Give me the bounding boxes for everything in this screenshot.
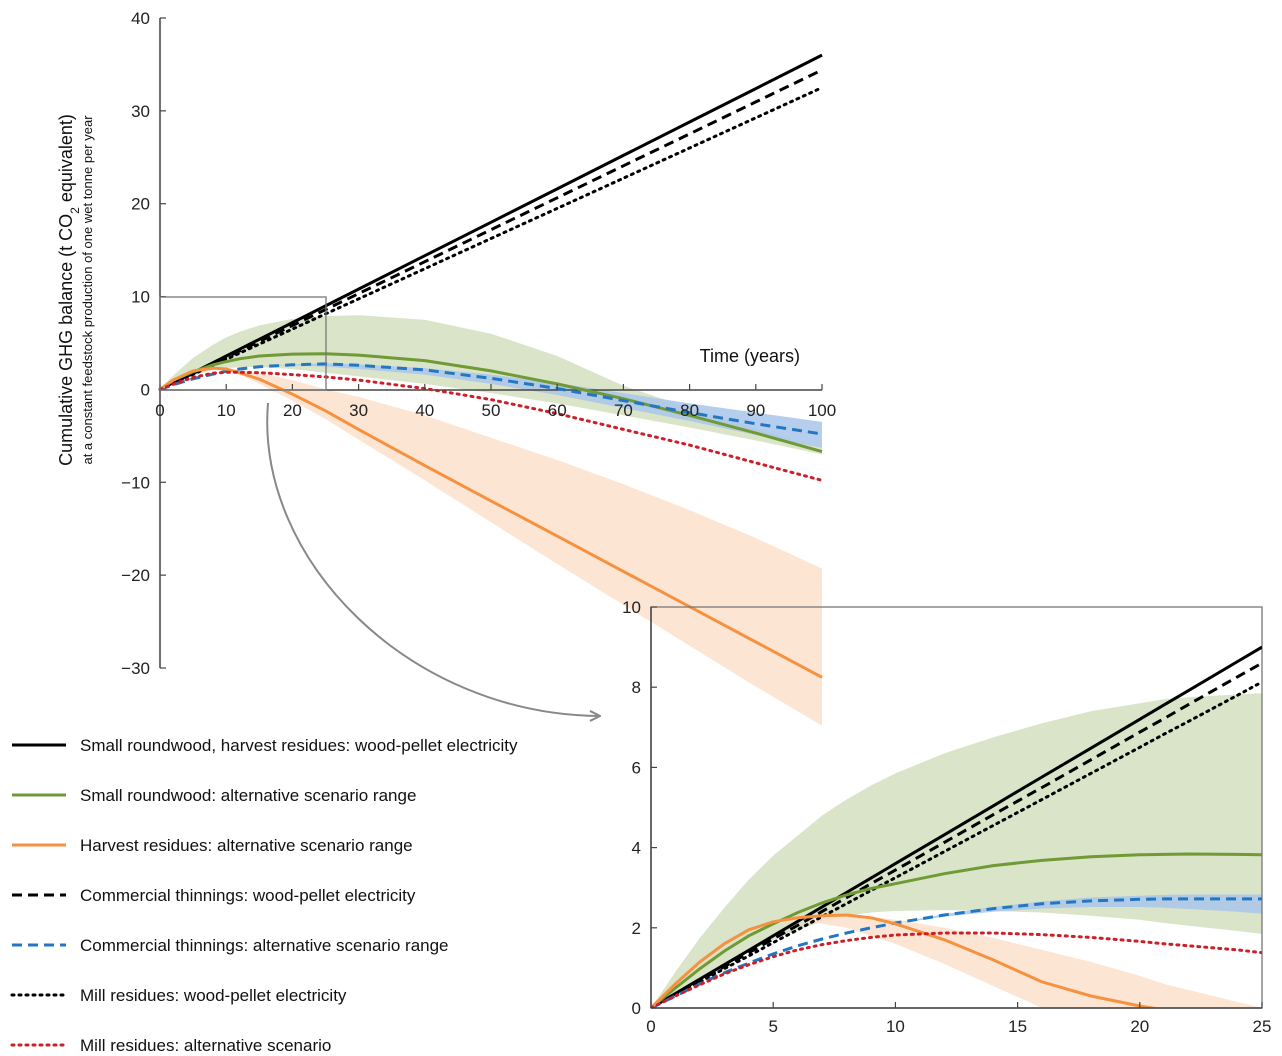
y-tick-label: 0	[141, 380, 150, 399]
series-commercial-thinnings-wood-pellet-electricity	[651, 661, 1262, 1008]
series-small-roundwood-harvest-residues-wood-pellet-electricity	[651, 645, 1262, 1008]
x-tick-label: 15	[1008, 1017, 1027, 1036]
y-tick-label: −10	[121, 473, 150, 492]
y-tick-label: 40	[131, 9, 150, 28]
x-tick-label: 70	[614, 401, 633, 420]
legend-label: Mill residues: wood-pellet electricity	[80, 986, 347, 1005]
y-tick-label: 6	[632, 758, 641, 777]
series-harvest-residues-alternative-scenario-range	[159, 366, 823, 679]
y-tick-label: −30	[121, 659, 150, 678]
inset-series-lines	[651, 645, 1262, 1008]
legend-item-small-roundwood-harvest-residues-wood-pellet-electricity: Small roundwood, harvest residues: wood-…	[12, 736, 518, 755]
x-tick-label: 40	[415, 401, 434, 420]
legend-label: Small roundwood: alternative scenario ra…	[80, 786, 416, 805]
y-tick-label: 2	[632, 919, 641, 938]
band-harvest-residues-alternative-scenario-range	[651, 914, 1262, 1008]
legend-label: Commercial thinnings: wood-pellet electr…	[80, 886, 416, 905]
legend-label: Mill residues: alternative scenario	[80, 1036, 331, 1055]
band-commercial-thinnings-alternative-scenario-range	[651, 894, 1262, 1008]
y-axis-label-group: Cumulative GHG balance (t CO2 equivalent…	[56, 114, 95, 466]
band-commercial-thinnings-alternative-scenario-range	[160, 363, 822, 448]
y-tick-label: 10	[131, 288, 150, 307]
inset-uncertainty-bands	[651, 693, 1262, 1008]
x-tick-label: 5	[768, 1017, 777, 1036]
legend: Small roundwood, harvest residues: wood-…	[10, 736, 518, 1055]
legend-label: Commercial thinnings: alternative scenar…	[80, 936, 449, 955]
series-small-roundwood-alternative-scenario-range	[651, 852, 1262, 1008]
y-tick-label: 8	[632, 678, 641, 697]
x-tick-label: 0	[646, 1017, 655, 1036]
legend-label: Harvest residues: alternative scenario r…	[80, 836, 413, 855]
x-axis-label: Time (years)	[700, 346, 800, 366]
x-tick-label: 20	[283, 401, 302, 420]
legend-item-mill-residues-alternative-scenario: Mill residues: alternative scenario	[10, 1036, 331, 1055]
series-mill-residues-wood-pellet-electricity	[651, 680, 1262, 1008]
series-mill-residues-alternative-scenario	[651, 931, 1262, 1008]
x-tick-label: 20	[1130, 1017, 1149, 1036]
legend-item-commercial-thinnings-wood-pellet-electricity: Commercial thinnings: wood-pellet electr…	[12, 886, 416, 905]
band-small-roundwood-alternative-scenario-range	[651, 693, 1262, 1008]
x-tick-label: 0	[155, 401, 164, 420]
x-tick-label: 10	[886, 1017, 905, 1036]
y-axis-sublabel: at a constant feedstock production of on…	[80, 115, 95, 465]
x-tick-label: 30	[349, 401, 368, 420]
y-tick-label: 10	[622, 598, 641, 617]
x-tick-label: 10	[217, 401, 236, 420]
y-tick-label: 0	[632, 999, 641, 1018]
legend-item-small-roundwood-alternative-scenario-range: Small roundwood: alternative scenario ra…	[12, 786, 416, 805]
legend-item-commercial-thinnings-alternative-scenario-range: Commercial thinnings: alternative scenar…	[12, 936, 449, 955]
y-axis-label: Cumulative GHG balance (t CO2 equivalent…	[56, 114, 82, 466]
x-tick-label: 100	[808, 401, 836, 420]
legend-item-harvest-residues-alternative-scenario-range: Harvest residues: alternative scenario r…	[12, 836, 413, 855]
band-harvest-residues-alternative-scenario-range	[160, 368, 822, 726]
series-harvest-residues-alternative-scenario-range	[651, 913, 1162, 1008]
y-tick-label: 20	[131, 195, 150, 214]
x-tick-label: 90	[746, 401, 765, 420]
legend-item-mill-residues-wood-pellet-electricity: Mill residues: wood-pellet electricity	[10, 986, 347, 1005]
y-tick-label: 30	[131, 102, 150, 121]
main-chart-panel: 0 10 20 30 40 50 60 70 80 90 100403020100−10−20−30…	[56, 9, 836, 726]
y-tick-label: 4	[632, 839, 641, 858]
zoom-region-box	[159, 296, 327, 391]
main-uncertainty-bands	[160, 315, 822, 726]
y-tick-label: −20	[121, 566, 150, 585]
legend-label: Small roundwood, harvest residues: wood-…	[80, 736, 518, 755]
zoom-arrow	[266, 402, 600, 716]
x-tick-label: 25	[1253, 1017, 1272, 1036]
x-tick-label: 60	[548, 401, 567, 420]
x-tick-label: 80	[680, 401, 699, 420]
x-tick-label: 50	[482, 401, 501, 420]
